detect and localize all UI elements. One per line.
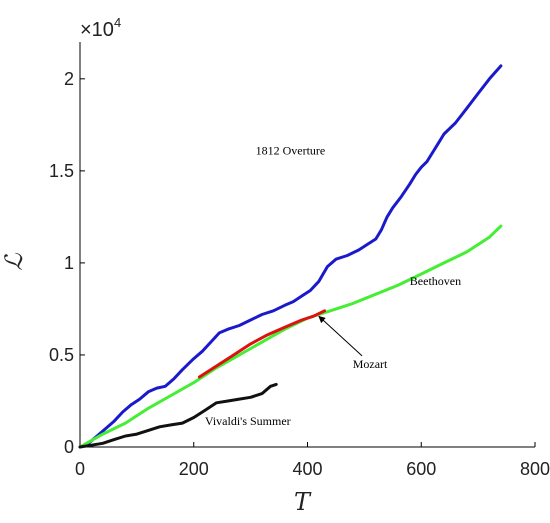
y-multiplier-base: ×10	[80, 19, 114, 41]
y-tick-label: 0.5	[49, 345, 74, 365]
y-tick-label: 2	[64, 69, 74, 89]
series-layer	[78, 64, 503, 449]
series-line-0	[78, 64, 503, 449]
x-tick-label: 200	[179, 459, 209, 479]
annotation-layer: 1812 Overture Beethoven Mozart Vivaldi's Su…	[205, 143, 461, 428]
x-tick-label: 800	[520, 459, 550, 479]
series-line-3	[78, 382, 278, 449]
x-tick-label: 400	[292, 459, 322, 479]
annotation-label-1: Beethoven	[410, 274, 461, 288]
annotation-arrow	[318, 315, 363, 357]
y-axis-label: ℒ	[0, 253, 28, 271]
x-axis-label: T	[294, 488, 312, 516]
y-multiplier: ×104	[80, 15, 121, 41]
y-tick-label: 0	[64, 437, 74, 457]
y-tick-label: 1	[64, 253, 74, 273]
y-tick-label: 1.5	[49, 161, 74, 181]
annotation-label-0: 1812 Overture	[256, 143, 326, 157]
axes: 0 200 400 600 800 0 0.5 1 1.5 2	[49, 42, 550, 479]
annotation-label-2: Mozart	[353, 357, 388, 371]
series-line-2	[197, 309, 327, 379]
y-multiplier-exponent: 4	[114, 15, 121, 30]
annotation-label-3: Vivaldi's Summer	[205, 414, 291, 428]
x-tick-label: 0	[75, 459, 85, 479]
x-tick-label: 600	[406, 459, 436, 479]
